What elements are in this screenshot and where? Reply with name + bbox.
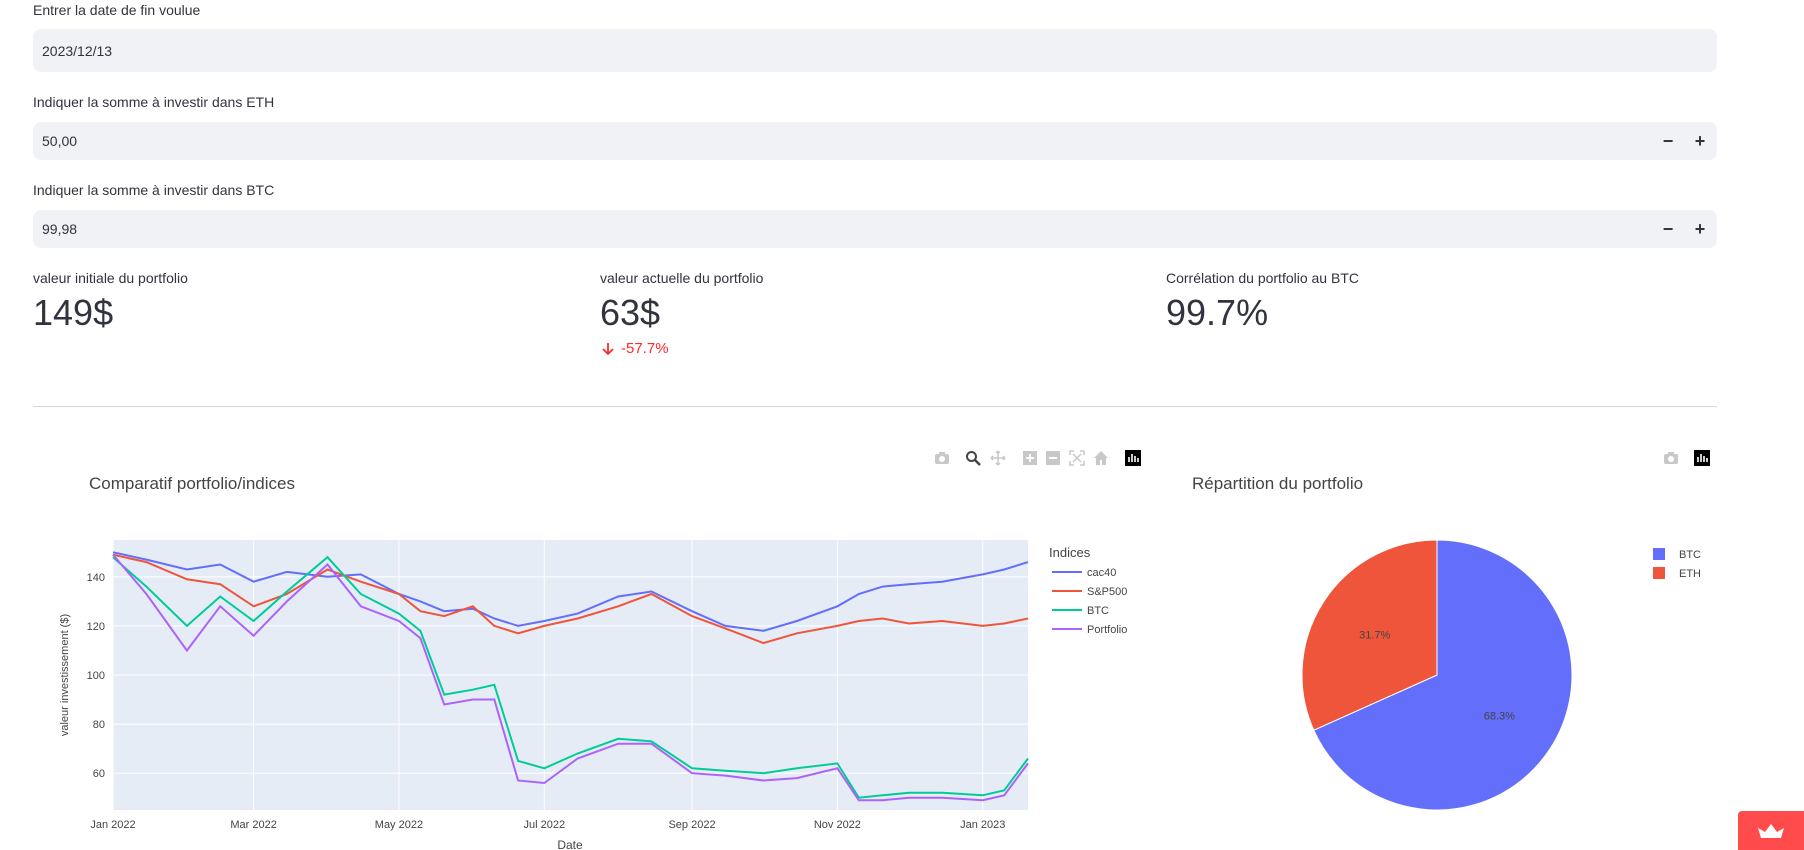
- metric-label: valeur initiale du portfolio: [33, 270, 188, 286]
- end-date-input[interactable]: [33, 29, 1542, 72]
- eth-decrement-button[interactable]: −: [1662, 130, 1674, 151]
- pan-icon[interactable]: [990, 450, 1006, 466]
- x-tick-label: Jul 2022: [523, 819, 565, 831]
- series-line-cac40: [112, 551, 1029, 632]
- legend-title: Indices: [1049, 545, 1091, 560]
- app-badge[interactable]: [1738, 811, 1804, 850]
- x-tick-label: Sep 2022: [668, 819, 715, 831]
- line-chart: 60 80 100 120 140 Jan 2022 Mar 2022 May 2022 Ju…: [59, 540, 1127, 850]
- metric-delta: -57.7%: [600, 340, 763, 357]
- arrow-down-icon: [602, 342, 614, 355]
- pie-slice-btc: [1313, 539, 1573, 811]
- y-tick-label: 80: [93, 719, 105, 731]
- zoom-in-icon[interactable]: [1022, 450, 1038, 466]
- x-tick-label: Nov 2022: [814, 819, 861, 831]
- autoscale-icon[interactable]: [1069, 450, 1085, 466]
- eth-amount-input[interactable]: [33, 122, 1542, 160]
- series-line-portfolio: [112, 554, 1029, 802]
- y-tick-label: 100: [87, 670, 105, 682]
- eth-increment-button[interactable]: +: [1694, 130, 1706, 151]
- legend-swatch: [1653, 548, 1665, 560]
- metric-delta-value: -57.7%: [621, 340, 669, 357]
- line-chart-title: Comparatif portfolio/indices: [89, 474, 295, 493]
- y-tick-label: 120: [87, 621, 105, 633]
- y-tick-label: 140: [87, 572, 105, 584]
- pie-slice-label: 68.3%: [1484, 710, 1515, 722]
- y-axis-label: valeur investissement ($): [59, 614, 71, 736]
- camera-icon[interactable]: [1663, 450, 1679, 466]
- metric-value: 99.7%: [1166, 292, 1269, 333]
- pie-chart: 68.3% 31.7% BTC ETH: [1301, 539, 1701, 811]
- end-date-field[interactable]: [33, 29, 1717, 72]
- pie-chart-title: Répartition du portfolio: [1192, 474, 1364, 493]
- metric-label: Corrélation du portfolio au BTC: [1166, 270, 1359, 286]
- legend-swatch: [1653, 567, 1665, 579]
- eth-amount-label: Indiquer la somme à investir dans ETH: [33, 94, 275, 110]
- camera-icon[interactable]: [934, 450, 950, 466]
- crown-icon: [1758, 823, 1784, 838]
- legend-item-label: cac40: [1087, 567, 1116, 579]
- legend-item-label: ETH: [1679, 568, 1701, 580]
- x-tick-label: May 2022: [375, 819, 423, 831]
- plotly-logo-icon[interactable]: [1125, 450, 1141, 466]
- metric-current-value: valeur actuelle du portfolio 63$ -57.7%: [600, 270, 763, 357]
- reset-axes-icon[interactable]: [1093, 450, 1109, 466]
- series-line-btc: [112, 555, 1029, 799]
- btc-increment-button[interactable]: +: [1694, 218, 1706, 239]
- legend-item-label: BTC: [1679, 549, 1701, 561]
- eth-amount-field[interactable]: − +: [33, 122, 1717, 160]
- metric-value: 63$: [600, 292, 661, 333]
- btc-amount-label: Indiquer la somme à investir dans BTC: [33, 182, 275, 198]
- legend-item-label: BTC: [1087, 605, 1109, 617]
- legend-item-label: S&P500: [1087, 586, 1127, 598]
- x-axis-label: Date: [557, 838, 583, 850]
- end-date-label: Entrer la date de fin voulue: [33, 2, 201, 18]
- zoom-icon[interactable]: [965, 450, 981, 466]
- btc-amount-input[interactable]: [33, 210, 1542, 248]
- metric-correlation: Corrélation du portfolio au BTC 99.7%: [1166, 270, 1359, 334]
- pie-slice-label: 31.7%: [1359, 630, 1390, 642]
- btc-decrement-button[interactable]: −: [1662, 218, 1674, 239]
- y-tick-label: 60: [93, 768, 105, 780]
- metric-value: 149$: [33, 292, 114, 333]
- plotly-logo-icon[interactable]: [1694, 450, 1710, 466]
- metric-initial-value: valeur initiale du portfolio 149$: [33, 270, 188, 334]
- btc-amount-field[interactable]: − +: [33, 210, 1717, 248]
- pie-slice-eth: [1301, 539, 1438, 731]
- metric-label: valeur actuelle du portfolio: [600, 270, 764, 286]
- x-tick-label: Jan 2022: [90, 819, 135, 831]
- x-tick-label: Jan 2023: [960, 819, 1005, 831]
- divider: [33, 406, 1717, 407]
- zoom-out-icon[interactable]: [1045, 450, 1061, 466]
- x-tick-label: Mar 2022: [230, 819, 276, 831]
- legend-item-label: Portfolio: [1087, 624, 1127, 636]
